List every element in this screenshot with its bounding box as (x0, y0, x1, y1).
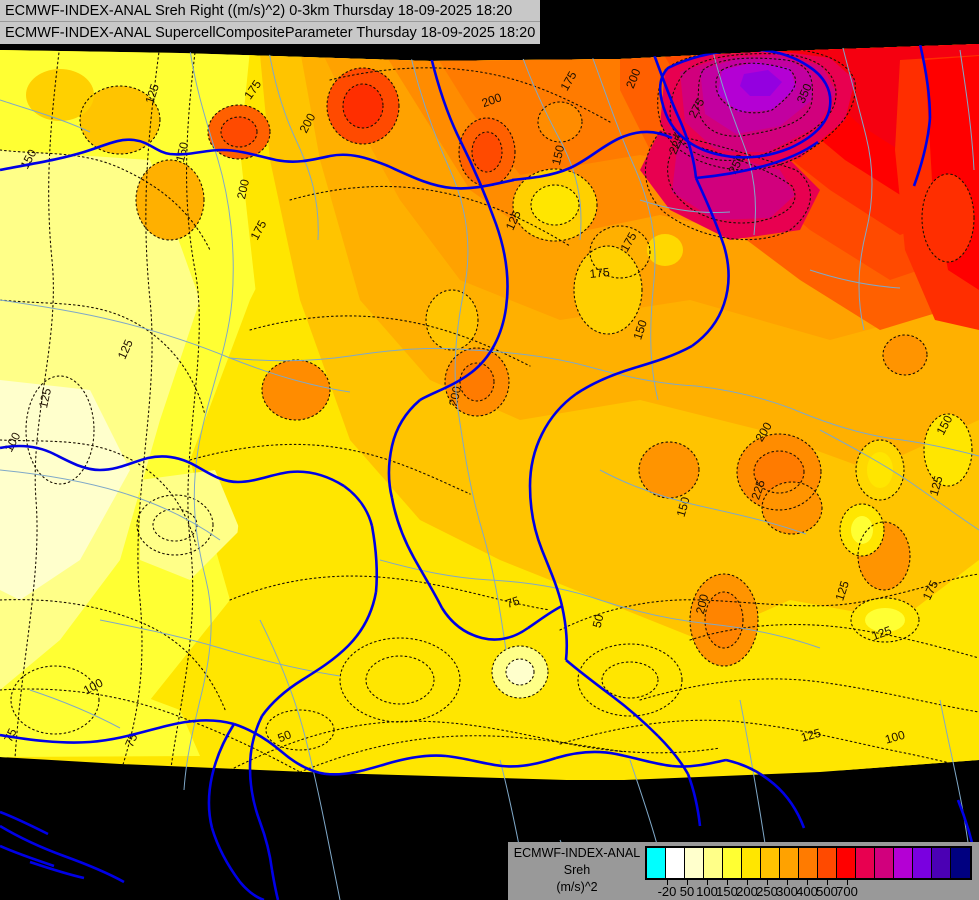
colorbar-swatch[interactable] (666, 848, 685, 878)
colorbar-tick-label: 250 (756, 884, 778, 899)
colorbar-swatch[interactable] (647, 848, 666, 878)
colorbar-tick-label: -20 (657, 884, 677, 899)
colorbar-swatch[interactable] (761, 848, 780, 878)
contour-label: 50 (590, 613, 607, 630)
contour-label: 200 (693, 592, 712, 615)
colorbar-tick-label: 200 (736, 884, 758, 899)
contour-label: 75 (504, 593, 521, 611)
colorbar-swatch[interactable] (913, 848, 932, 878)
contour-label: 50 (276, 727, 294, 745)
contour-label: 125 (927, 474, 946, 497)
contour-label: 125 (870, 623, 894, 643)
contour-label: 225 (748, 478, 768, 502)
contour-label: 75 (1, 726, 20, 744)
colorbar-tick (687, 878, 688, 885)
colorbar-tick (827, 878, 828, 885)
colorbar-tick-label: 50 (679, 884, 695, 899)
colorbar-swatch[interactable] (799, 848, 818, 878)
colorbar-tick (747, 878, 748, 885)
colorbar-tick-label: 500 (816, 884, 838, 899)
contour-label: 125 (799, 726, 822, 745)
colorbar-swatch[interactable] (742, 848, 761, 878)
legend-model: ECMWF-INDEX-ANAL (513, 846, 641, 860)
data-field (0, 44, 979, 780)
rivers-layer (0, 43, 979, 900)
contour-label: 100 (883, 728, 906, 747)
contour-label: 125 (832, 579, 852, 603)
colorbar[interactable] (645, 846, 972, 880)
legend-units: (m/s)^2 (556, 880, 598, 894)
contour-label: 150 (549, 143, 568, 166)
contour-label: 150 (173, 140, 192, 163)
colorbar-tick (727, 878, 728, 885)
country-borders (0, 43, 978, 900)
colorbar-swatch[interactable] (723, 848, 742, 878)
legend-panel[interactable]: ECMWF-INDEX-ANAL Sreh (m/s)^2 -20 50 100 15… (508, 842, 979, 900)
colorbar-tick (787, 878, 788, 885)
colorbar-swatch[interactable] (875, 848, 894, 878)
colorbar-tick-label: 700 (836, 884, 858, 899)
colorbar-tick (847, 878, 848, 885)
contour-label: 200 (480, 90, 504, 110)
colorbar-tick-label: 400 (796, 884, 818, 899)
legend-caption: ECMWF-INDEX-ANAL Sreh (m/s)^2 (512, 845, 642, 896)
colorbar-tick (707, 878, 708, 885)
colorbar-swatch[interactable] (856, 848, 875, 878)
colorbar-swatch[interactable] (837, 848, 856, 878)
colorbar-tick-label: 100 (696, 884, 718, 899)
colorbar-tick (767, 878, 768, 885)
contour-label: 200 (234, 178, 252, 201)
colorbar-swatch[interactable] (704, 848, 723, 878)
contour-label: 175 (589, 265, 611, 281)
colorbar-swatch[interactable] (951, 848, 970, 878)
colorbar-tick (667, 878, 668, 885)
colorbar-tick-label: 300 (776, 884, 798, 899)
title-line-2: ECMWF-INDEX-ANAL SupercellCompositeParam… (0, 22, 540, 44)
colorbar-tick-label: 150 (716, 884, 738, 899)
colorbar-swatch[interactable] (932, 848, 951, 878)
colorbar-swatch[interactable] (818, 848, 837, 878)
contour-label: 125 (142, 82, 162, 106)
contour-label: 200 (446, 385, 464, 408)
colorbar-swatch[interactable] (685, 848, 704, 878)
contour-label: 150 (630, 318, 650, 342)
title-block: ECMWF-INDEX-ANAL Sreh Right ((m/s)^2) 0-… (0, 0, 540, 44)
title-line-1: ECMWF-INDEX-ANAL Sreh Right ((m/s)^2) 0-… (0, 0, 540, 22)
colorbar-swatch[interactable] (894, 848, 913, 878)
colorbar-tick (807, 878, 808, 885)
colorbar-swatch[interactable] (780, 848, 799, 878)
contour-label: 125 (36, 387, 54, 410)
legend-field: Sreh (563, 863, 591, 877)
